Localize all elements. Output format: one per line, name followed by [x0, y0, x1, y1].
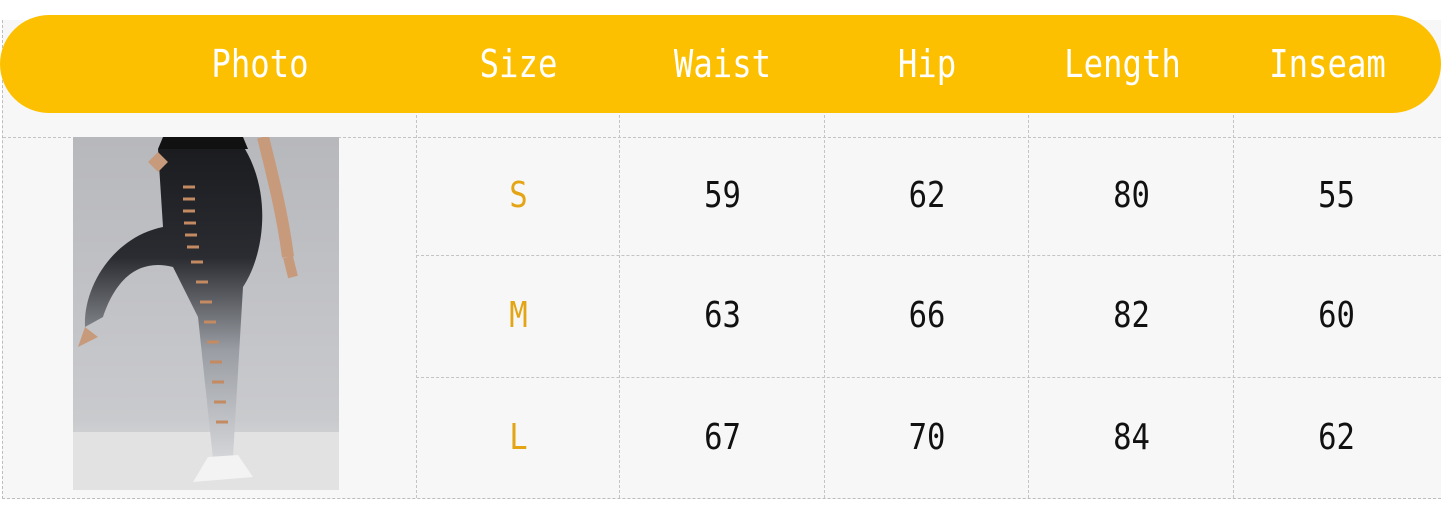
header-inseam: Inseam [1269, 42, 1386, 86]
leggings-product-photo [73, 137, 339, 490]
size-label: L [509, 417, 528, 458]
waist-value: 63 [704, 295, 741, 336]
header-length: Length [1064, 42, 1181, 86]
inseam-value: 62 [1318, 417, 1355, 458]
size-label: M [509, 295, 528, 336]
row-divider [416, 377, 1441, 378]
size-label: S [509, 175, 528, 216]
inseam-value: 55 [1318, 175, 1355, 216]
row-divider [3, 137, 1441, 138]
waist-value: 59 [704, 175, 741, 216]
waist-value: 67 [704, 417, 741, 458]
column-divider [416, 20, 417, 498]
column-divider [1028, 20, 1029, 498]
length-value: 82 [1113, 295, 1150, 336]
length-value: 80 [1113, 175, 1150, 216]
header-photo: Photo [211, 42, 309, 86]
header-waist: Waist [673, 42, 772, 86]
column-divider [619, 20, 620, 498]
row-divider [416, 255, 1441, 256]
column-divider [1233, 20, 1234, 498]
header-size: Size [479, 42, 558, 86]
table-header: Photo Size Waist Hip Length Inseam [0, 15, 1441, 113]
hip-value: 62 [908, 175, 946, 216]
header-hip: Hip [897, 42, 957, 86]
hip-value: 66 [908, 295, 946, 336]
column-divider [824, 20, 825, 498]
hip-value: 70 [908, 417, 946, 458]
inseam-value: 60 [1318, 295, 1355, 336]
length-value: 84 [1113, 417, 1150, 458]
